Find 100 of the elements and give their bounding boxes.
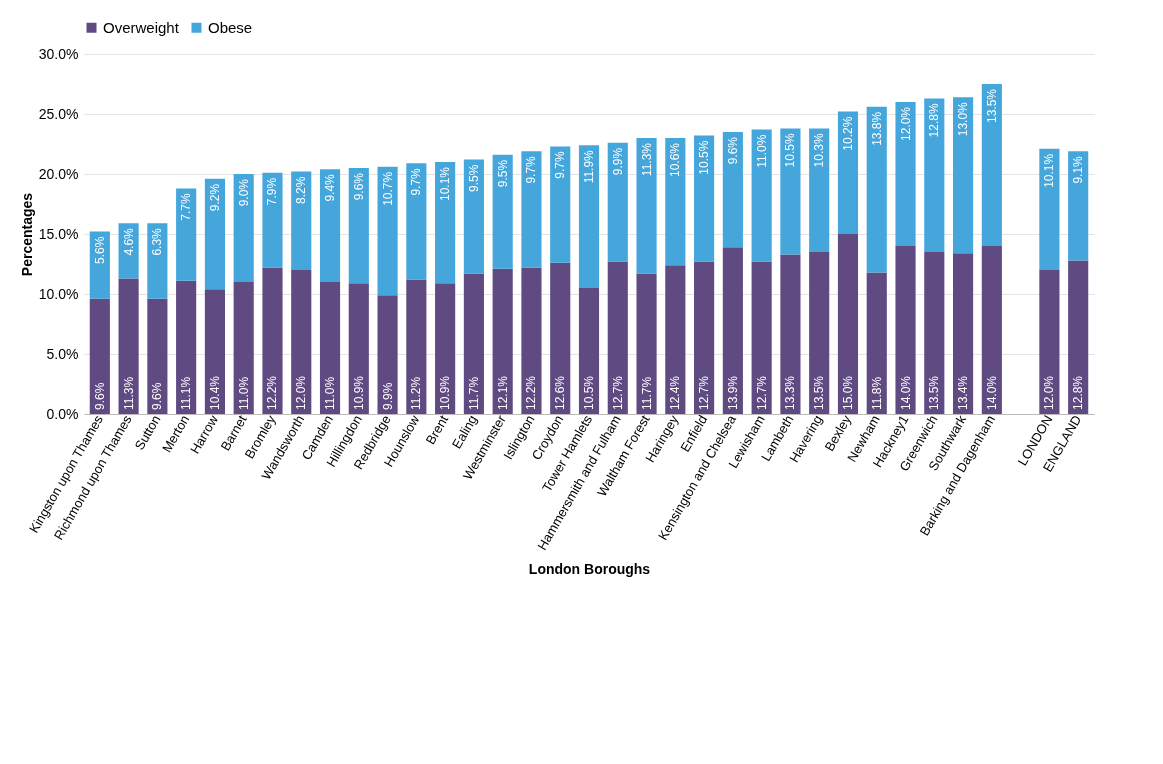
- bar: [1039, 270, 1060, 414]
- data-label: 9.6%: [351, 172, 366, 201]
- bar: [665, 265, 686, 414]
- legend-label: Overweight: [103, 18, 180, 36]
- data-label: 10.9%: [351, 375, 366, 410]
- data-label: 12.4%: [668, 375, 683, 410]
- data-label: 9.9%: [610, 147, 625, 176]
- data-label: 11.3%: [639, 142, 654, 177]
- data-label: 12.7%: [754, 375, 769, 410]
- y-tick-label: 20.0%: [38, 165, 79, 182]
- bar: [463, 159, 484, 274]
- bar: [521, 151, 542, 268]
- data-label: 11.2%: [409, 376, 424, 410]
- bar: [406, 163, 427, 280]
- bar: [463, 273, 484, 414]
- data-label: 11.9%: [582, 149, 596, 184]
- bar: [665, 138, 686, 266]
- bar: [953, 253, 974, 414]
- data-label: 10.6%: [668, 142, 683, 178]
- data-label: 12.0%: [898, 106, 913, 142]
- bar: [953, 97, 974, 254]
- data-label: 9.1%: [1071, 155, 1086, 184]
- data-label: 9.0%: [236, 178, 251, 207]
- bar: [118, 278, 139, 414]
- data-label: 11.7%: [639, 376, 654, 410]
- data-label: 10.9%: [438, 375, 453, 410]
- data-label: 11.3%: [121, 376, 136, 410]
- bar: [204, 289, 225, 414]
- bar: [780, 128, 801, 255]
- data-label: 9.4%: [323, 173, 338, 202]
- bar: [492, 268, 513, 414]
- bar: [578, 288, 600, 414]
- data-label: 12.8%: [1071, 375, 1086, 410]
- data-label: 10.7%: [380, 171, 395, 206]
- data-label: 9.2%: [207, 183, 222, 212]
- data-label: 15.0%: [840, 375, 855, 410]
- data-label: 9.7%: [524, 155, 539, 184]
- data-label: 12.7%: [697, 375, 712, 410]
- data-label: 13.9%: [725, 375, 740, 410]
- bar: [406, 279, 427, 414]
- data-label: 10.5%: [783, 133, 798, 168]
- bar: [924, 98, 945, 252]
- legend-label: Obese: [208, 18, 253, 36]
- data-label: 13.8%: [869, 111, 884, 146]
- bar: [1068, 260, 1089, 414]
- data-label: 11.8%: [869, 376, 884, 410]
- data-label: 11.7%: [466, 376, 481, 410]
- data-label: 12.8%: [927, 103, 942, 138]
- bar: [1068, 151, 1089, 261]
- bar: [1039, 148, 1060, 270]
- data-label: 6.3%: [150, 227, 165, 256]
- data-label: 10.5%: [582, 375, 596, 410]
- data-label: 10.3%: [812, 133, 827, 168]
- data-label: 12.6%: [553, 375, 568, 410]
- bar: [981, 84, 1002, 246]
- bar: [751, 261, 772, 414]
- bar: [262, 267, 283, 414]
- bar: [435, 283, 456, 414]
- y-axis-title: Percentages: [18, 192, 35, 277]
- bar: [866, 106, 887, 273]
- bar: [924, 252, 945, 414]
- data-label: 12.2%: [265, 375, 280, 410]
- data-label: 12.2%: [524, 375, 539, 410]
- data-label: 7.9%: [265, 177, 280, 206]
- x-axis-title: London Boroughs: [528, 560, 651, 577]
- bar: [809, 128, 830, 252]
- bar: [348, 283, 369, 414]
- bar: [147, 298, 168, 414]
- data-label: 13.5%: [812, 375, 827, 410]
- data-label: 10.2%: [840, 116, 855, 151]
- bar: [492, 154, 513, 269]
- data-label: 12.7%: [610, 375, 625, 410]
- bar: [204, 178, 225, 290]
- data-label: 11.0%: [754, 134, 769, 168]
- y-tick-label: 10.0%: [38, 285, 79, 302]
- bar: [694, 135, 715, 262]
- data-label: 12.0%: [294, 375, 309, 410]
- bar: [636, 273, 657, 414]
- bar: [176, 280, 197, 414]
- data-label: 4.6%: [121, 227, 136, 256]
- bar: [291, 171, 312, 270]
- y-tick-label: 15.0%: [38, 225, 79, 242]
- bar: [780, 254, 801, 414]
- bar: [607, 261, 628, 414]
- bar: [377, 295, 398, 414]
- data-label: 10.1%: [1042, 153, 1057, 188]
- data-label: 10.5%: [697, 140, 712, 175]
- y-tick-label: 5.0%: [46, 345, 79, 362]
- bar: [521, 267, 542, 414]
- bar: [291, 270, 312, 414]
- data-label: 13.0%: [956, 101, 971, 137]
- data-label: 9.7%: [409, 167, 424, 196]
- data-label: 9.6%: [92, 382, 107, 410]
- bar: [176, 188, 197, 281]
- bar: [89, 298, 110, 414]
- bar: [233, 282, 254, 414]
- data-label: 11.0%: [323, 376, 338, 410]
- bar: [694, 261, 715, 414]
- data-label: 10.4%: [207, 375, 222, 410]
- bar: [262, 172, 283, 268]
